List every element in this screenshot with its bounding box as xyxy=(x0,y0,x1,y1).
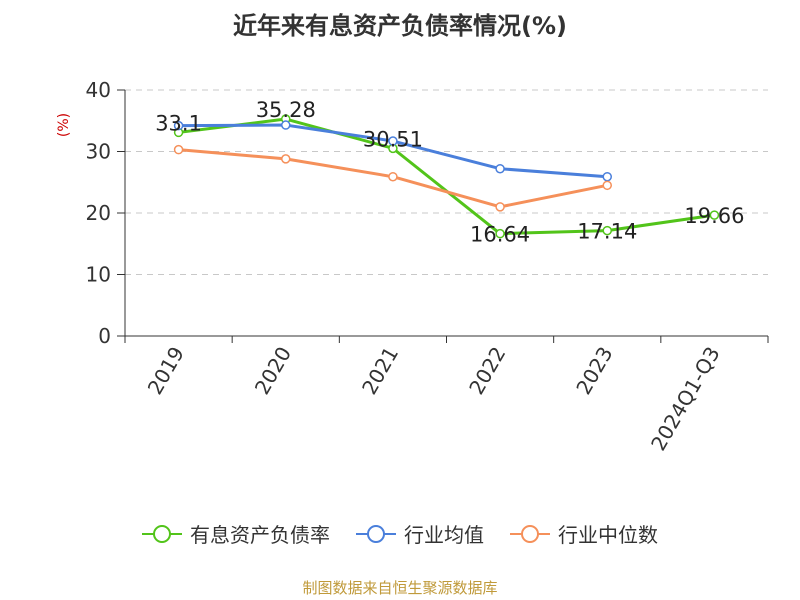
legend-label: 有息资产负债率 xyxy=(190,523,330,547)
data-point-1 xyxy=(495,163,505,174)
legend-label: 行业均值 xyxy=(404,523,484,547)
data-point-2 xyxy=(388,171,398,182)
legend-label: 行业中位数 xyxy=(558,523,658,547)
data-point-2 xyxy=(495,202,505,212)
legend-item-interest-bearing-debt-ratio[interactable]: 有息资产负债率 xyxy=(142,519,330,548)
y-axis-label: (%) xyxy=(56,113,72,137)
data-point-1 xyxy=(173,120,184,131)
legend-item-industry-median[interactable]: 行业中位数 xyxy=(510,519,658,548)
y-tick-label: 30 xyxy=(86,140,111,164)
data-point-0 xyxy=(495,228,505,239)
x-tick-label: 2023 xyxy=(571,343,617,399)
x-tick-label: 2020 xyxy=(250,343,296,399)
data-point-2 xyxy=(173,144,184,155)
source-note: 制图数据来自恒生聚源数据库 xyxy=(302,579,498,597)
data-label: 16.64 xyxy=(470,223,530,247)
data-point-1 xyxy=(281,120,291,130)
x-tick-label: 2024Q1-Q3 xyxy=(646,343,725,455)
legend: 有息资产负债率 行业均值 行业中位数 xyxy=(0,519,800,548)
data-label: 33.1 xyxy=(155,111,202,135)
y-tick-label: 10 xyxy=(86,263,111,287)
x-tick-label: 2021 xyxy=(357,343,403,399)
data-label: 19.66 xyxy=(684,204,744,228)
x-tick-label: 2022 xyxy=(464,343,510,399)
legend-marker-blue xyxy=(356,524,396,543)
series-line-0 xyxy=(178,117,715,236)
chart-title: 近年来有息资产负债率情况(%) xyxy=(233,12,567,40)
data-point-2 xyxy=(281,154,291,164)
data-label: 17.14 xyxy=(577,220,637,244)
data-point-1 xyxy=(602,171,612,182)
y-tick-label: 40 xyxy=(86,78,111,102)
y-tick-label: 20 xyxy=(86,201,111,225)
data-point-0 xyxy=(709,210,720,220)
data-point-0 xyxy=(602,225,612,236)
data-point-1 xyxy=(388,136,398,146)
y-tick-label: 0 xyxy=(98,324,111,348)
legend-marker-orange xyxy=(510,524,550,543)
data-label: 30.51 xyxy=(363,127,423,151)
legend-marker-green xyxy=(142,524,182,543)
data-point-2 xyxy=(602,180,612,191)
data-label: 35.28 xyxy=(256,98,316,122)
legend-item-industry-mean[interactable]: 行业均值 xyxy=(356,519,484,548)
x-tick-label: 2019 xyxy=(143,343,189,399)
